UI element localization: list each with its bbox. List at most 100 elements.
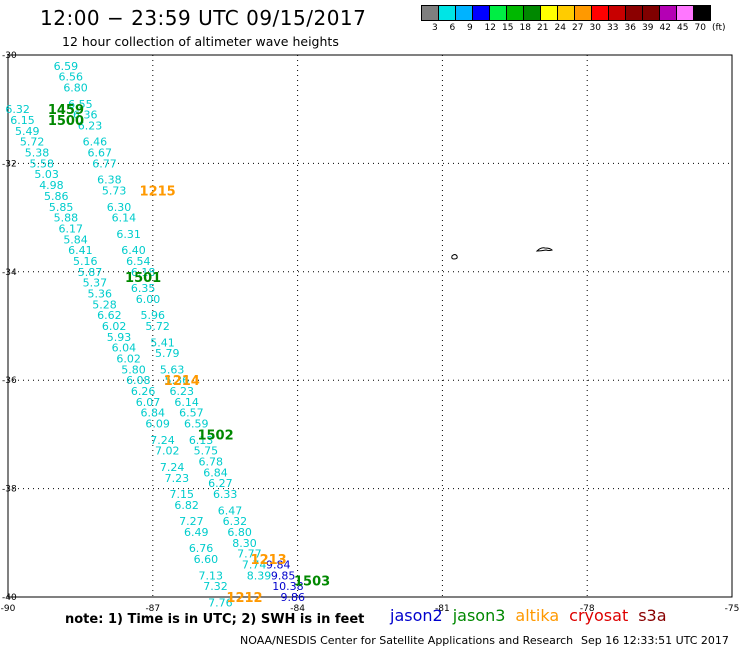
pass-time-label: 1500 <box>48 114 84 129</box>
wave-height-value: 5.79 <box>155 347 180 360</box>
wave-height-value: 7.32 <box>203 580 228 593</box>
wave-height-value: 10.38 <box>272 580 304 593</box>
wave-height-value: 6.00 <box>136 293 161 306</box>
wave-height-value: 6.80 <box>227 526 252 539</box>
pass-time-label: 1501 <box>125 271 161 286</box>
color-scale-label: 36 <box>624 23 636 33</box>
wave-height-value: 7.76 <box>208 596 233 609</box>
wave-height-value: 5.72 <box>20 136 45 149</box>
longitude-tick-label: -75 <box>725 604 740 614</box>
wave-height-value: 5.96 <box>141 309 166 322</box>
legend-entry-altika: altika <box>515 606 560 625</box>
wave-height-value: 5.63 <box>160 363 185 376</box>
color-scale-label: 33 <box>607 23 619 33</box>
wave-height-value: 7.13 <box>198 569 223 582</box>
wave-height-value: 5.84 <box>63 233 88 246</box>
wave-height-value: 6.40 <box>121 244 146 257</box>
wave-height-value: 7.74 <box>242 558 267 571</box>
wave-height-value: 6.09 <box>145 418 170 431</box>
wave-height-value: 6.78 <box>198 456 223 469</box>
island-outline <box>451 254 458 260</box>
wave-height-value: 5.16 <box>73 255 98 268</box>
pass-time-label: 1213 <box>251 553 287 568</box>
wave-height-value: 5.93 <box>107 331 132 344</box>
longitude-tick-label: -84 <box>290 604 305 614</box>
wave-height-value: 6.32 <box>5 103 30 116</box>
wave-height-value: 5.86 <box>44 190 69 203</box>
wave-height-value: 6.26 <box>131 385 156 398</box>
wave-height-value: 6.62 <box>97 309 122 322</box>
longitude-tick-label: -87 <box>145 604 160 614</box>
longitude-tick-label: -90 <box>1 604 16 614</box>
wave-height-value: 5.88 <box>54 212 79 225</box>
wave-height-value: 6.02 <box>116 353 141 366</box>
wave-height-value: 5.85 <box>49 201 74 214</box>
island-outline <box>535 247 553 252</box>
wave-height-value: 6.15 <box>10 114 35 127</box>
legend-entry-s3a: s3a <box>638 606 667 625</box>
wave-height-value: 7.23 <box>165 472 190 485</box>
pass-time-label: 1502 <box>197 428 233 443</box>
wave-height-value: 6.56 <box>58 71 83 84</box>
wave-height-value: 9.86 <box>281 591 306 604</box>
wave-height-value: 6.32 <box>223 515 248 528</box>
longitude-tick-label: -81 <box>435 604 450 614</box>
wave-height-value: 5.37 <box>83 277 108 290</box>
color-scale-labels: 3 6 9 12 15 18 21 24 27 30 33 36 39 42 45 70 (ft) <box>422 23 732 35</box>
generated-timestamp: Sep 16 12:33:51 UTC 2017 <box>581 634 729 647</box>
footnote: note: 1) Time is in UTC; 2) SWH is in fe… <box>65 612 365 627</box>
color-scale-label: 21 <box>537 23 549 33</box>
color-scale-label: 3 <box>432 23 438 33</box>
wave-height-value: 5.58 <box>30 157 55 170</box>
wave-height-value: 6.14 <box>112 212 137 225</box>
wave-height-value: 5.03 <box>34 168 59 181</box>
wave-height-value: 6.31 <box>116 228 141 241</box>
color-scale-label: 27 <box>572 23 584 33</box>
latitude-tick-label: -34 <box>2 268 17 278</box>
color-scale-swatch <box>693 5 711 21</box>
wave-height-value: 5.80 <box>121 363 146 376</box>
pass-time-label: 1214 <box>164 374 200 389</box>
wave-height-value: 9.84 <box>266 558 291 571</box>
latitude-tick-label: -32 <box>2 159 17 169</box>
pass-time-label: 1212 <box>226 591 262 606</box>
color-scale-label: 6 <box>449 23 456 33</box>
wave-height-value: 6.17 <box>58 222 83 235</box>
wave-height-value: 6.57 <box>179 407 204 420</box>
pass-time-label: 1503 <box>294 575 330 590</box>
color-scale-label: 70 <box>694 23 706 33</box>
wave-height-value: 6.46 <box>83 136 108 149</box>
wave-height-value: 6.23 <box>170 385 195 398</box>
wave-height-value: 6.13 <box>189 434 214 447</box>
wave-height-value: 6.80 <box>63 82 88 95</box>
chart-subtitle: 12 hour collection of altimeter wave hei… <box>62 34 339 49</box>
pass-time-label: 1215 <box>140 185 176 200</box>
wave-height-value: 8.30 <box>232 537 257 550</box>
color-scale-label: 42 <box>659 23 671 33</box>
wave-height-value: 5.41 <box>150 336 175 349</box>
wave-height-value: 5.73 <box>102 185 127 198</box>
wave-height-value: 7.24 <box>150 434 175 447</box>
wave-height-value: 6.47 <box>218 504 243 517</box>
color-scale-bar <box>421 5 711 21</box>
wave-height-value: 5.36 <box>165 374 190 387</box>
latitude-tick-label: -30 <box>2 51 17 61</box>
color-scale-label: 18 <box>519 23 531 33</box>
color-scale-label: 39 <box>642 23 654 33</box>
wave-height-value: 6.18 <box>131 266 156 279</box>
wave-height-value: 6.55 <box>68 98 93 111</box>
chart-title: 12:00 − 23:59 UTC 09/15/2017 <box>40 6 367 30</box>
color-scale-label: 9 <box>467 23 473 33</box>
wave-height-value: 6.33 <box>213 488 238 501</box>
credit-line: NOAA/NESDIS Center for Satellite Applica… <box>240 634 574 647</box>
legend-entry-cryosat: cryosat <box>569 606 629 625</box>
wave-height-value: 6.35 <box>131 282 156 295</box>
color-scale-label: (ft) <box>712 23 726 33</box>
wave-height-value: 5.28 <box>92 298 117 311</box>
wave-height-value: 6.84 <box>141 407 166 420</box>
wave-height-value: 7.27 <box>179 515 204 528</box>
wave-height-value: 6.84 <box>203 466 228 479</box>
wave-height-value: 7.24 <box>160 461 185 474</box>
legend-entry-jason3: jason3 <box>452 606 506 625</box>
